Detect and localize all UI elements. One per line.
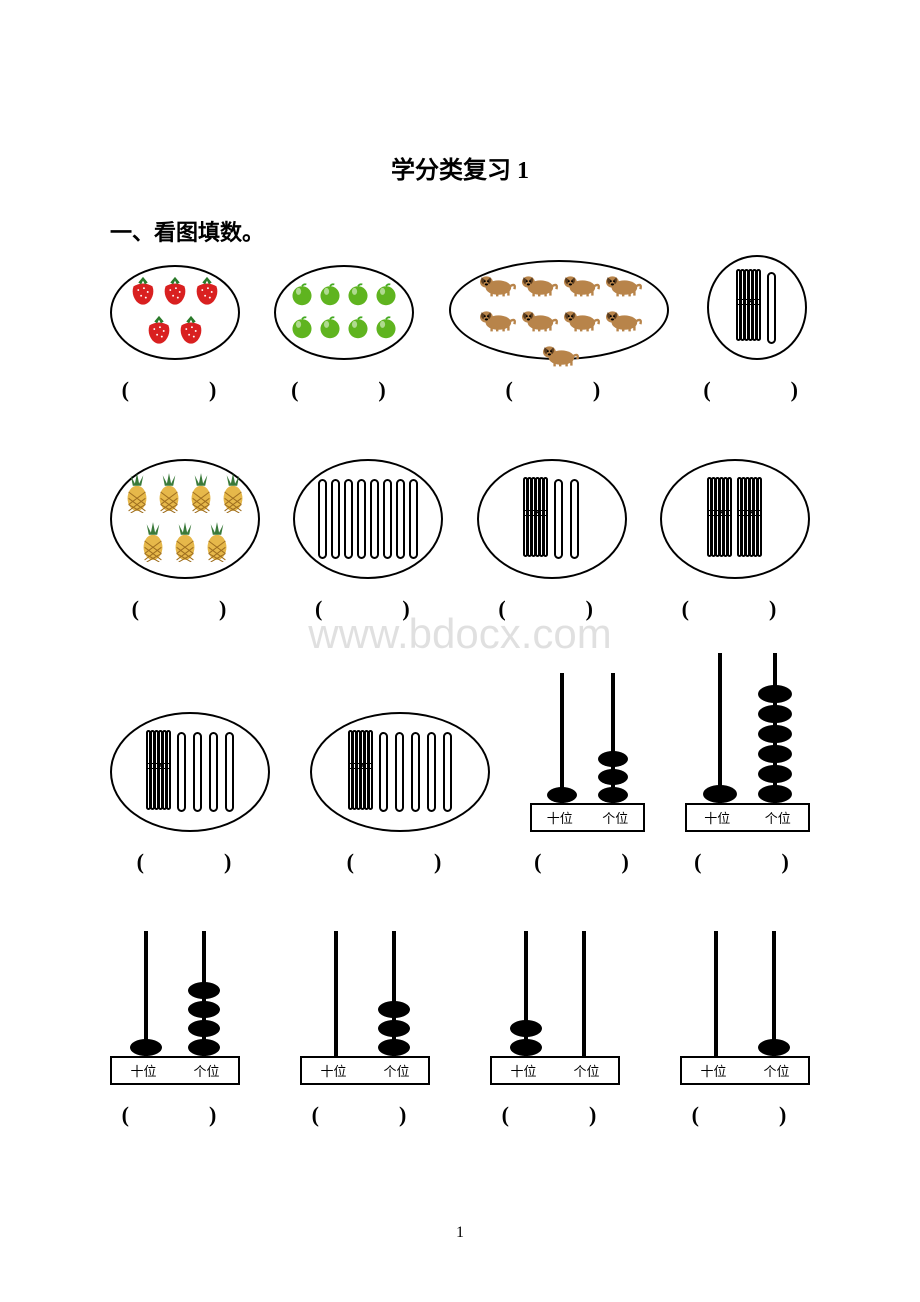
- abacus-figure: 十位个位: [685, 653, 810, 832]
- worksheet-cell: ✕ ( ): [703, 255, 810, 404]
- worksheet-cell: 十位个位 ( ): [680, 931, 810, 1129]
- worksheet-cell: ✕ ( ): [310, 712, 490, 876]
- abacus-figure: 十位个位: [680, 931, 810, 1085]
- abacus-figure: 十位个位: [490, 931, 620, 1085]
- answer-blank: ( ): [682, 591, 789, 623]
- page-number: 1: [0, 1224, 920, 1242]
- worksheet-row: ( ) ( ): [110, 255, 810, 404]
- answer-blank: ( ): [312, 1097, 419, 1129]
- worksheet-cell: ✕ ( ): [110, 712, 270, 876]
- answer-blank: ( ): [502, 1097, 609, 1129]
- answer-blank: ( ): [122, 1097, 229, 1129]
- worksheet-cell: ✕✕ ( ): [660, 459, 810, 623]
- worksheet-cell: 十位个位 ( ): [300, 931, 430, 1129]
- answer-blank: ( ): [137, 844, 244, 876]
- answer-blank: ( ): [498, 591, 605, 623]
- apples-figure: [274, 265, 414, 360]
- section-header: 一、看图填数。: [110, 215, 810, 247]
- bundle_sticks-figure: ✕: [110, 712, 270, 832]
- worksheet-cell: ✕ ( ): [477, 459, 627, 623]
- worksheet-cell: ( ): [274, 265, 414, 404]
- worksheet-cell: 十位个位 ( ): [110, 931, 240, 1129]
- answer-blank: ( ): [534, 844, 641, 876]
- worksheet-cell: ( ): [449, 260, 669, 404]
- worksheet-row: ✕ ( ) ✕ ( ) 十位个位 ( ) 十位个位 ( ): [110, 653, 810, 876]
- answer-blank: ( ): [506, 372, 613, 404]
- worksheet-row: 十位个位 ( ) 十位个位 ( ) 十位个位 ( ) 十位个位 ( ): [110, 931, 810, 1129]
- worksheet-cell: 十位个位 ( ): [685, 653, 810, 876]
- answer-blank: ( ): [694, 844, 801, 876]
- pineapples-figure: [110, 459, 260, 579]
- abacus-figure: 十位个位: [300, 931, 430, 1085]
- page-title: 学分类复习 1: [110, 150, 810, 185]
- abacus-figure: 十位个位: [110, 931, 240, 1085]
- loose_sticks-figure: [293, 459, 443, 579]
- dogs-figure: [449, 260, 669, 360]
- bundle_sticks-figure: ✕✕: [660, 459, 810, 579]
- answer-blank: ( ): [347, 844, 454, 876]
- bundle_sticks-figure: ✕: [310, 712, 490, 832]
- abacus-figure: 十位个位: [530, 673, 645, 832]
- answer-blank: ( ): [291, 372, 398, 404]
- answer-blank: ( ): [692, 1097, 799, 1129]
- answer-blank: ( ): [122, 372, 229, 404]
- worksheet-body: ( ) ( ): [110, 255, 810, 1129]
- answer-blank: ( ): [315, 591, 422, 623]
- bundle_sticks-figure: ✕: [707, 255, 807, 360]
- answer-blank: ( ): [703, 372, 810, 404]
- strawberries-figure: [110, 265, 240, 360]
- worksheet-cell: ( ): [110, 459, 260, 623]
- worksheet-cell: ( ): [110, 265, 240, 404]
- worksheet-cell: ( ): [293, 459, 443, 623]
- worksheet-cell: 十位个位 ( ): [490, 931, 620, 1129]
- answer-blank: ( ): [132, 591, 239, 623]
- worksheet-row: ( ) ( ) ✕ ( ) ✕✕ ( ): [110, 459, 810, 623]
- bundle_sticks-figure: ✕: [477, 459, 627, 579]
- worksheet-cell: 十位个位 ( ): [530, 673, 645, 876]
